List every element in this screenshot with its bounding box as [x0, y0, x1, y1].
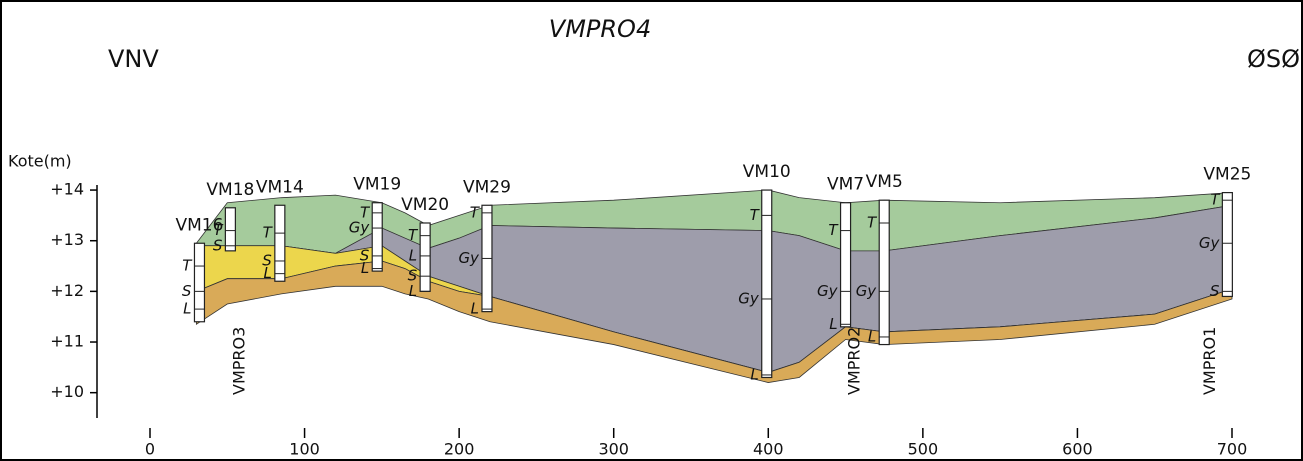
borehole-name: VM25: [1203, 165, 1251, 185]
layer-code: S: [182, 282, 192, 300]
layer-code: L: [361, 259, 369, 277]
borehole-name: VM29: [463, 177, 511, 197]
borehole-name: VM14: [256, 177, 304, 197]
profile-name: VMPRO1: [1200, 327, 1219, 395]
x-tick-label: 700: [1217, 440, 1248, 459]
borehole-name: VM19: [353, 175, 401, 195]
borehole: [762, 190, 772, 377]
layer-code: Gy: [738, 289, 760, 307]
borehole: [841, 203, 851, 327]
layer-code: L: [750, 365, 758, 383]
layer-code: L: [183, 300, 191, 318]
y-tick-label: +14: [50, 180, 84, 199]
borehole: [275, 205, 285, 281]
layer-code: L: [409, 282, 417, 300]
borehole-name: VM20: [401, 195, 449, 215]
x-tick-label: 100: [289, 440, 320, 459]
y-tick-label: +12: [50, 281, 84, 300]
borehole-name: VM10: [743, 162, 791, 182]
layer-code: S: [213, 236, 223, 254]
borehole-name: VM18: [206, 180, 254, 200]
borehole: [194, 243, 204, 322]
x-tick-label: 200: [444, 440, 475, 459]
x-tick-label: 400: [753, 440, 784, 459]
chart: VMPRO4 VNV ØSØ Kote(m) +10 +11 +12 +13 +14 0 1…: [0, 0, 1303, 461]
layer-code: Gy: [1199, 234, 1221, 252]
layer-code: L: [868, 327, 876, 345]
right-direction: ØSØ: [1247, 45, 1300, 73]
y-tick-label: +10: [50, 382, 84, 401]
x-tick-label: 300: [598, 440, 629, 459]
y-axis-title: Kote(m): [8, 152, 72, 171]
layer-code: Gy: [856, 282, 878, 300]
left-direction: VNV: [108, 45, 159, 73]
y-tick-label: +11: [50, 332, 84, 351]
layer-code: Gy: [349, 219, 371, 237]
layer-code: L: [409, 246, 417, 264]
profile-name: VMPRO3: [229, 327, 248, 395]
layer-code: L: [829, 315, 837, 333]
y-tick-label: +13: [50, 230, 84, 249]
layer-code: L: [263, 264, 271, 282]
profile-name: VMPRO2: [845, 327, 864, 395]
borehole: [420, 223, 430, 291]
layer-code: L: [471, 300, 479, 318]
layer-code: Gy: [458, 249, 480, 267]
borehole-name: VM5: [866, 172, 903, 192]
page: {"chart_data": {"type": "cross-section",…: [0, 0, 1303, 461]
borehole: [225, 208, 235, 251]
chart-title: VMPRO4: [549, 15, 651, 43]
x-tick-label: 500: [908, 440, 939, 459]
layer-code: S: [1210, 282, 1220, 300]
x-tick-label: 0: [145, 440, 155, 459]
x-tick-label: 600: [1062, 440, 1093, 459]
borehole: [879, 200, 889, 344]
borehole-name: VM7: [827, 175, 864, 195]
layer-code: T: [182, 257, 193, 275]
layer-code: Gy: [817, 282, 839, 300]
borehole: [1222, 193, 1232, 297]
